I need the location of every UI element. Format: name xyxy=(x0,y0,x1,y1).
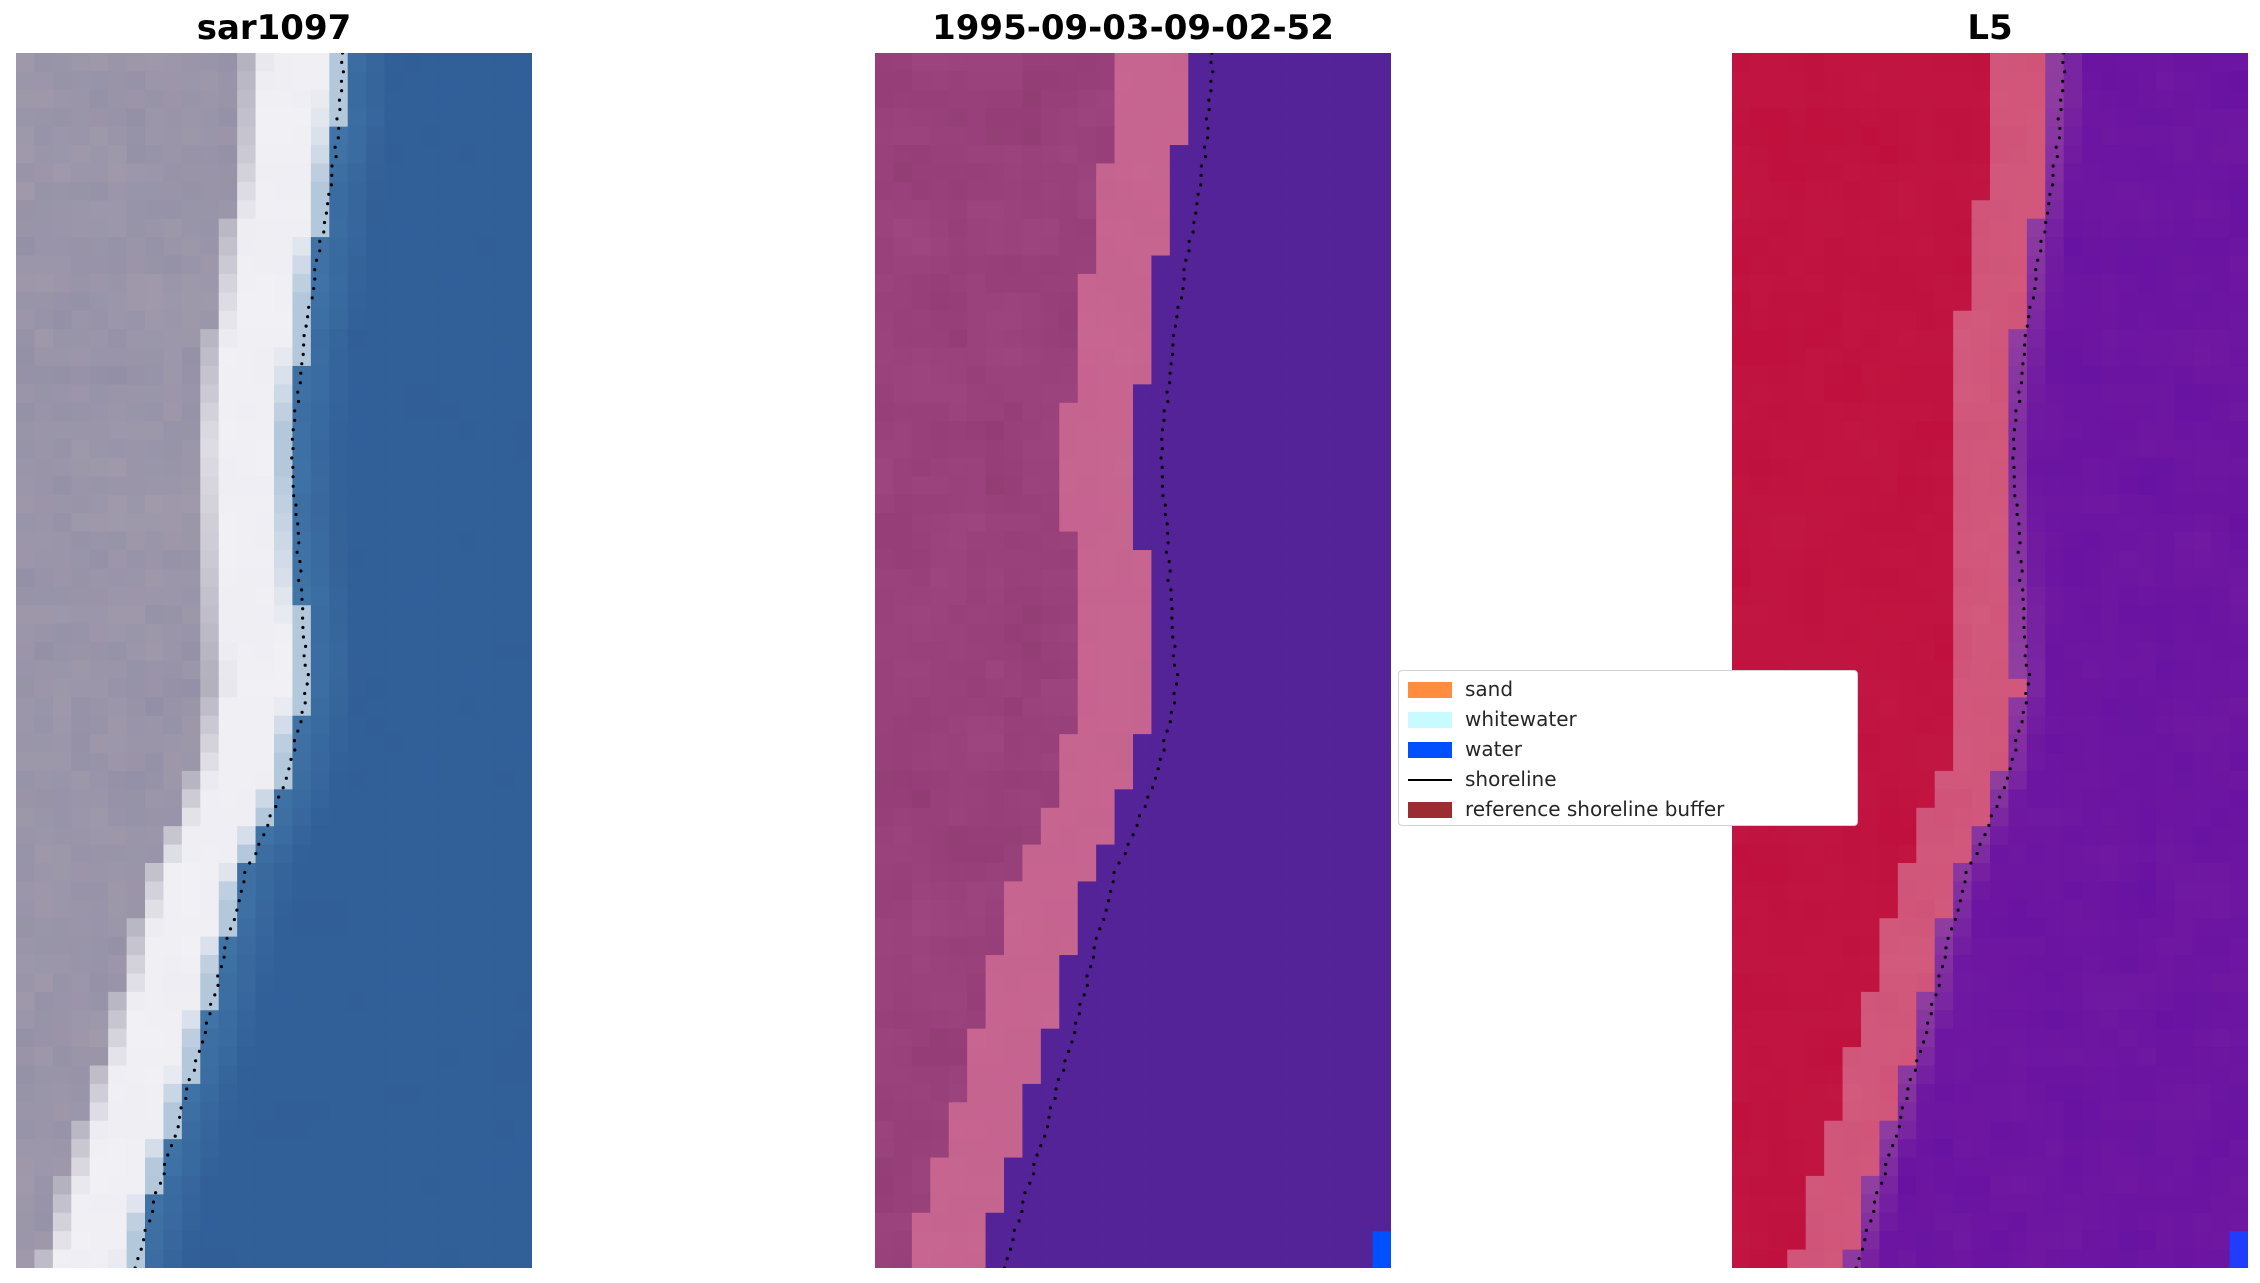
whitewater-swatch-icon xyxy=(1408,712,1452,728)
panel-title-classification: 1995-09-03-09-02-52 xyxy=(932,8,1334,48)
legend: sand whitewater water shoreline referenc… xyxy=(1398,670,1858,826)
legend-label-reference-buffer: reference shoreline buffer xyxy=(1465,797,1725,821)
panel-title-index: L5 xyxy=(1967,8,2013,48)
shoreline-points xyxy=(133,53,345,1268)
legend-label-water: water xyxy=(1465,737,1522,761)
sand-swatch-icon xyxy=(1408,682,1452,698)
index-image xyxy=(1732,53,2248,1268)
legend-item-shoreline: shoreline xyxy=(1399,764,1857,794)
legend-item-whitewater: whitewater xyxy=(1399,704,1857,734)
legend-label-shoreline: shoreline xyxy=(1465,767,1557,791)
water-swatch-icon xyxy=(1408,742,1452,758)
classification-image-panel xyxy=(875,53,1391,1268)
legend-label-sand: sand xyxy=(1465,677,1514,701)
rgb-image-panel xyxy=(16,53,532,1268)
shoreline-line-icon xyxy=(1408,779,1452,781)
legend-label-whitewater: whitewater xyxy=(1465,707,1577,731)
index-image-panel xyxy=(1732,53,2248,1268)
shoreline-points xyxy=(1002,53,1215,1268)
legend-item-water: water xyxy=(1399,734,1857,764)
reference-buffer-swatch-icon xyxy=(1408,802,1452,818)
classification-image xyxy=(875,53,1391,1268)
panel-title-rgb: sar1097 xyxy=(196,8,352,48)
shoreline-points xyxy=(1854,53,2067,1268)
legend-item-reference-buffer: reference shoreline buffer xyxy=(1399,794,1857,824)
rgb-image xyxy=(16,53,532,1268)
legend-item-sand: sand xyxy=(1399,674,1857,704)
